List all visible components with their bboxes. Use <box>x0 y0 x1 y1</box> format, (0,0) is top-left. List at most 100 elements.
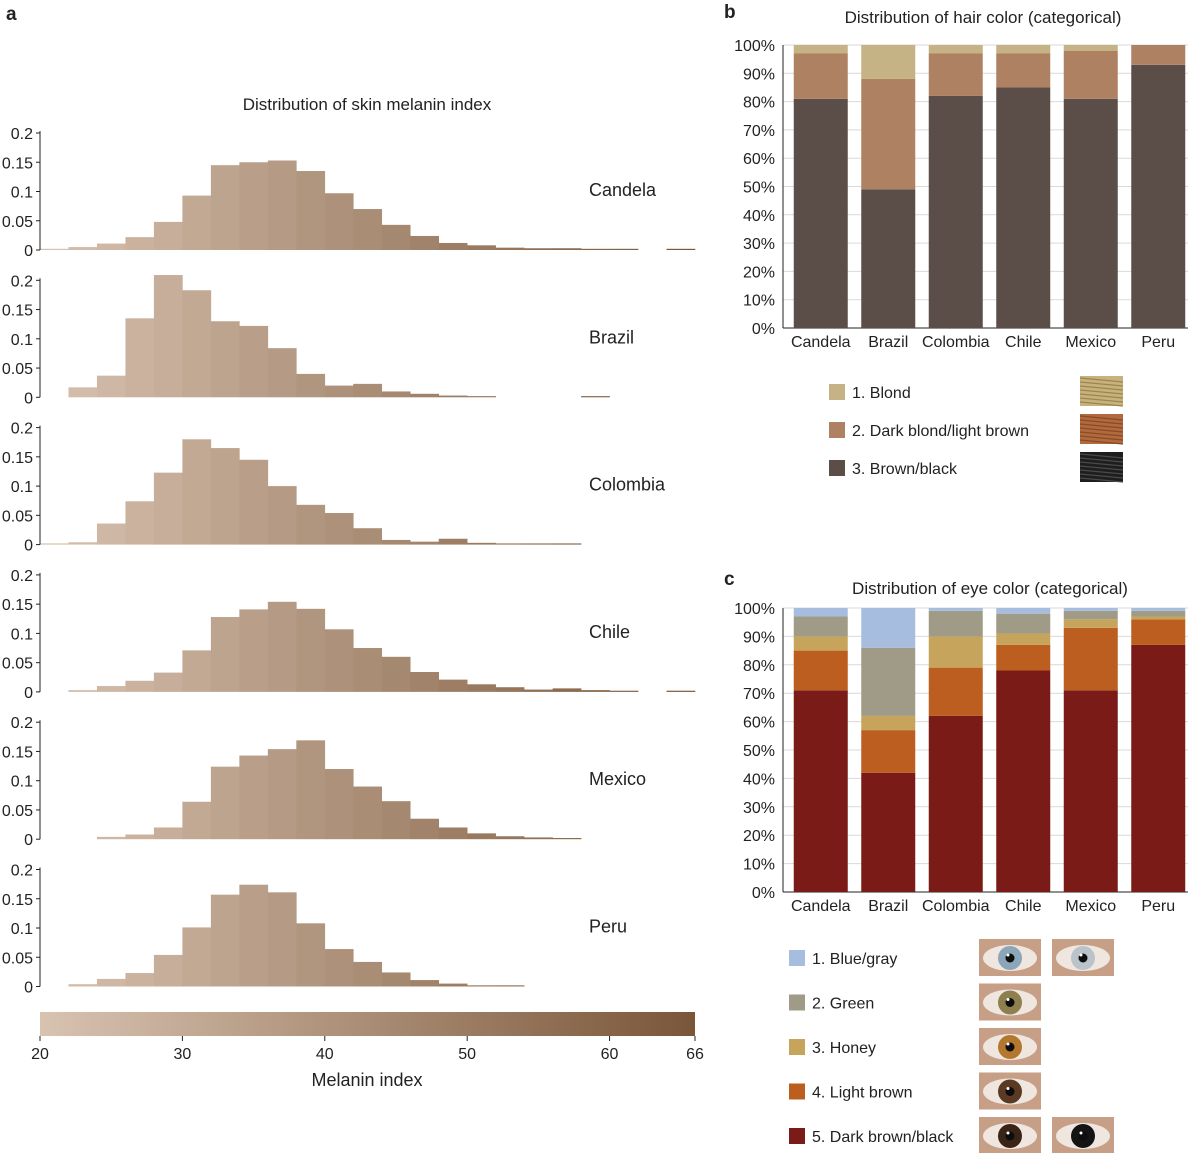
eye-bar-segment <box>928 610 983 637</box>
eye-bar-segment <box>1063 619 1118 628</box>
histogram-bar <box>153 672 183 692</box>
eye-sample-highlight <box>1006 953 1010 957</box>
eye-bar-segment <box>861 772 916 892</box>
histogram-bar <box>96 375 126 398</box>
histogram-bar <box>296 923 326 987</box>
histogram-bar <box>239 609 269 692</box>
eye-legend-label: 2. Green <box>812 996 874 1013</box>
eye-bar-segment <box>793 608 848 617</box>
hair-y-tick-label: 60% <box>743 151 775 168</box>
histogram-bar <box>153 827 183 840</box>
panel-a-letter: a <box>6 4 17 25</box>
histogram-bar <box>495 687 525 692</box>
histogram-bar <box>267 486 297 545</box>
y-tick-label: 0.2 <box>11 715 33 732</box>
histogram-bar <box>182 195 212 250</box>
melanin-chart-title: Distribution of skin melanin index <box>243 95 492 114</box>
y-tick-label: 0 <box>24 980 33 997</box>
eye-bar-segment <box>1131 644 1186 892</box>
eye-sample-photo <box>979 1117 1041 1153</box>
hair-bar-segment <box>928 95 983 328</box>
hair-sample-strand <box>1079 427 1124 433</box>
histogram-bar <box>267 892 297 987</box>
histogram-bar <box>40 248 69 250</box>
melanin-x-axis-label: Melanin index <box>311 1070 422 1090</box>
histogram-bar <box>495 247 525 250</box>
eye-sample-highlight <box>1006 1042 1010 1046</box>
hair-category-label: Chile <box>1005 334 1042 351</box>
hair-bar-segment <box>1063 45 1118 51</box>
histogram-bar <box>182 650 212 692</box>
histogram-bar <box>381 539 411 545</box>
y-tick-label: 0.1 <box>11 921 33 938</box>
hair-stacked-bars: 100% 90% 80% 70% 60% 50% 40% 30% 20% 10% 0% Candela… <box>734 38 1188 351</box>
hair-y-tick-label: 40% <box>743 208 775 225</box>
histogram-bar <box>467 245 496 250</box>
histogram-bar <box>552 543 582 545</box>
histogram-bar <box>324 513 354 545</box>
histogram-bar <box>353 786 383 840</box>
eye-chart-title: Distribution of eye color (categorical) <box>852 579 1128 598</box>
eye-sample-photo <box>979 939 1041 976</box>
hair-bar-segment <box>861 189 916 328</box>
histogram-bar <box>524 689 553 692</box>
panel-b-letter: b <box>724 2 736 23</box>
eye-y-tick-label: 30% <box>743 800 775 817</box>
histogram-bar <box>239 755 269 840</box>
eye-bar-segment <box>1063 690 1118 892</box>
eye-bar-segment <box>996 633 1051 645</box>
hair-category-label: Colombia <box>922 334 990 351</box>
y-tick-label: 0.05 <box>2 214 33 231</box>
hair-legend-label: 1. Blond <box>852 385 911 402</box>
y-tick-label: 0.15 <box>2 303 33 320</box>
hair-y-tick-label: 30% <box>743 236 775 253</box>
histogram-bar <box>239 325 269 398</box>
eye-bar-segment <box>1131 608 1186 611</box>
hair-y-tick-label: 0% <box>752 321 775 338</box>
eye-bar-segment <box>861 715 916 731</box>
eye-bar-segment <box>928 667 983 716</box>
histogram-bar <box>210 617 240 692</box>
histogram-bar <box>267 749 297 840</box>
eye-y-tick-label: 100% <box>734 601 775 618</box>
y-tick-label: 0.1 <box>11 185 33 202</box>
histogram-bar <box>239 459 269 545</box>
histogram-bar <box>96 836 126 840</box>
hair-sample-strand <box>1079 393 1124 399</box>
histogram-bar <box>467 985 496 987</box>
eye-category-label: Mexico <box>1065 898 1116 915</box>
hair-legend-swatch <box>829 422 845 438</box>
eye-bar-segment <box>996 670 1051 892</box>
hair-sample-strand <box>1079 435 1124 441</box>
histogram-bar <box>296 373 326 398</box>
hair-sample-photo <box>1079 376 1124 407</box>
hair-legend-label: 2. Dark blond/light brown <box>852 423 1029 440</box>
hair-sample-strand <box>1079 377 1124 383</box>
eye-y-tick-label: 50% <box>743 743 775 760</box>
histogram-bar <box>210 165 240 250</box>
histogram-bar <box>324 769 354 840</box>
histogram-bar <box>68 984 98 987</box>
histogram-colombia: 0.2 0.15 0.1 0.05 0 Colombia <box>2 421 666 555</box>
histogram-bar <box>324 193 354 250</box>
hair-sample-photo <box>1079 414 1124 445</box>
histogram-bar <box>267 348 297 398</box>
histogram-bar <box>68 387 98 398</box>
eye-legend-swatch <box>789 994 805 1011</box>
eye-bar-segment <box>928 608 983 611</box>
eye-category-label: Candela <box>791 898 851 915</box>
y-tick-label: 0.1 <box>11 332 33 349</box>
eye-legend-label: 4. Light brown <box>812 1085 913 1102</box>
eye-legend-swatch <box>789 1128 805 1144</box>
hair-sample-strand <box>1079 381 1124 387</box>
y-tick-label: 0.2 <box>11 863 33 880</box>
histogram-bar <box>552 248 582 250</box>
hair-legend-swatch <box>829 460 845 476</box>
histogram-bar <box>524 837 553 840</box>
eye-bar-segment <box>793 616 848 637</box>
melanin-histograms: 0.2 0.15 0.1 0.05 0 Candela 0.2 0.15 0.1 0.05 0 Bra… <box>2 126 696 997</box>
histogram-bar <box>153 221 183 250</box>
hair-y-tick-label: 80% <box>743 95 775 112</box>
eye-bar-segment <box>1131 616 1186 620</box>
histogram-bar <box>324 949 354 987</box>
